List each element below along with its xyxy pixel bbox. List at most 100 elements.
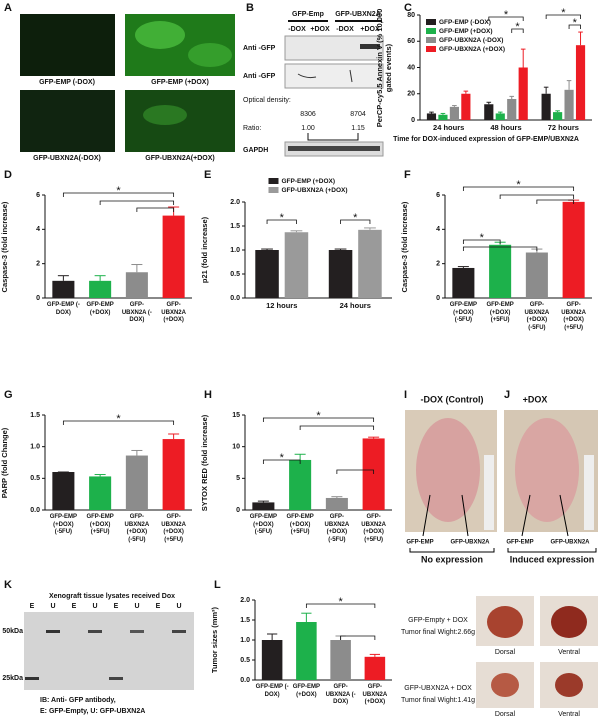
- tumor-name: GFP-UBXN2A + DOX: [404, 685, 472, 692]
- bar: [461, 93, 471, 120]
- bar: [541, 93, 551, 120]
- blot-band: [88, 630, 102, 633]
- bar: [325, 497, 348, 510]
- legend-swatch: [268, 178, 279, 184]
- x-tick-label: GFP-UBXN2A (-DOX): [121, 302, 152, 323]
- tumor: [487, 606, 523, 638]
- x-axis-label: Time for DOX-induced expression of GFP-E…: [393, 136, 579, 143]
- x-tick-label: GFP-EMP (+DOX) (+5FU): [286, 514, 314, 535]
- y-tick-label: 0: [236, 507, 240, 514]
- ratio-label: Ratio:: [243, 125, 261, 132]
- lane-label: -DOX: [288, 26, 306, 33]
- bar: [364, 656, 386, 680]
- y-tick-label: 5: [236, 475, 240, 482]
- blot: [284, 63, 384, 89]
- micrograph-spot: [143, 105, 187, 125]
- tumor: [555, 673, 583, 697]
- panel-letter: I: [404, 389, 407, 401]
- caption-bracket: [507, 548, 597, 553]
- x-tick-label: GFP-UBXN2A (+DOX) (+5FU): [361, 514, 386, 543]
- y-tick-label: 60: [407, 38, 415, 45]
- marker-label: 50kDa: [2, 628, 23, 635]
- y-tick-label: 0.0: [240, 677, 250, 684]
- y-tick-label: 2: [36, 261, 40, 268]
- y-axis-label: Tumor sizes (mm³): [210, 606, 219, 674]
- photo-caption: No expression: [421, 554, 483, 564]
- y-tick-label: 4: [36, 226, 40, 233]
- bar: [328, 250, 353, 298]
- significance-bracket: [62, 420, 175, 425]
- bar: [358, 229, 382, 298]
- lane-label: E: [72, 603, 77, 610]
- significance-bracket: [299, 425, 375, 430]
- bar: [362, 438, 385, 510]
- blot-band: [130, 630, 144, 633]
- y-tick-label: 1.5: [230, 223, 240, 230]
- lane-label: U: [50, 603, 55, 610]
- y-tick-label: 6: [436, 192, 440, 199]
- significance-bracket: [462, 246, 538, 251]
- x-tick-label: GFP-UBXN2A (+DOX) (-5FU): [324, 514, 350, 543]
- bar: [449, 106, 459, 120]
- legend-label: GFP-UBXN2A (+DOX): [439, 46, 505, 53]
- significance-star: *: [280, 452, 285, 464]
- panel-a: GFP-EMP (-DOX) GFP-EMP (+DOX) GFP-UBXN2A…: [20, 14, 235, 162]
- significance-bracket: [266, 219, 297, 224]
- bar: [484, 104, 494, 120]
- arrow: [422, 494, 431, 537]
- blot-band: [25, 677, 39, 680]
- image-caption: GFP-EMP (+DOX): [151, 79, 209, 86]
- x-tick-label: GFP-UBXN2A (-DOX): [325, 684, 356, 705]
- legend-label: GFP-EMP (+DOX): [439, 28, 493, 35]
- lane-label: -DOX: [336, 26, 354, 33]
- panel-letter: J: [504, 389, 510, 401]
- bar: [252, 502, 275, 510]
- ratio-value: 1.00: [301, 125, 315, 132]
- y-axis-label: Caspase-3 (fold increase): [400, 201, 409, 292]
- y-axis-label: p21 (fold increase): [200, 216, 209, 284]
- y-tick-label: 0.0: [230, 295, 240, 302]
- view-label: Ventral: [558, 711, 580, 718]
- panel-b: GFP-Emp GFP-UBXN2A -DOX +DOX -DOX +DOX A…: [243, 11, 384, 157]
- bar: [518, 67, 528, 120]
- lane-label: U: [134, 603, 139, 610]
- significance-bracket: [488, 16, 524, 21]
- significance-star: *: [561, 7, 566, 19]
- blot-title: Xenograft tissue lysates received Dox: [49, 593, 175, 600]
- significance-bracket: [262, 459, 301, 464]
- tumor-weight: Tumor final Wight:2.66g: [401, 629, 475, 636]
- panel-letter: B: [246, 2, 254, 14]
- x-tick-label: GFP-UBXN2A (+DOX) (-5FU): [124, 514, 150, 543]
- bar: [125, 272, 148, 298]
- marker-label: 25kDa: [2, 675, 23, 682]
- x-tick-label: 24 hours: [433, 123, 465, 132]
- x-tick-label: 24 hours: [339, 301, 371, 310]
- bar: [89, 476, 112, 510]
- x-tick-label: 12 hours: [266, 301, 298, 310]
- significance-bracket: [545, 14, 581, 19]
- photo-ruler: [584, 455, 594, 530]
- y-tick-label: 6: [36, 192, 40, 199]
- x-tick-label: GFP-EMP (+DOX): [292, 684, 321, 698]
- significance-star: *: [316, 410, 321, 422]
- y-axis-label: PerCP-cy5.5 Annexin V (% 10,000 gated ev…: [375, 8, 393, 127]
- row-label: Anti -GFP: [243, 45, 276, 52]
- significance-star: *: [515, 21, 520, 33]
- x-tick-label: GFP-EMP (+DOX) (-5FU): [249, 514, 278, 535]
- x-tick-label: GFP-UBXN2A (+DOX): [362, 684, 388, 705]
- bar: [52, 280, 75, 298]
- tumor-weight: Tumor final Wight:1.41g: [401, 697, 475, 704]
- y-tick-label: 0: [411, 117, 415, 124]
- significance-bracket: [499, 194, 575, 199]
- photo-ruler: [484, 455, 494, 530]
- photo-title: +DOX: [523, 394, 548, 404]
- panel-letters: A B C D E F G H I J K L: [4, 2, 510, 591]
- bar: [52, 472, 75, 510]
- view-label: Ventral: [558, 649, 580, 656]
- image-caption: GFP-EMP (-DOX): [39, 79, 95, 86]
- row-label: Anti -GFP: [243, 73, 276, 80]
- significance-star: *: [116, 185, 121, 197]
- significance-bracket: [62, 192, 175, 197]
